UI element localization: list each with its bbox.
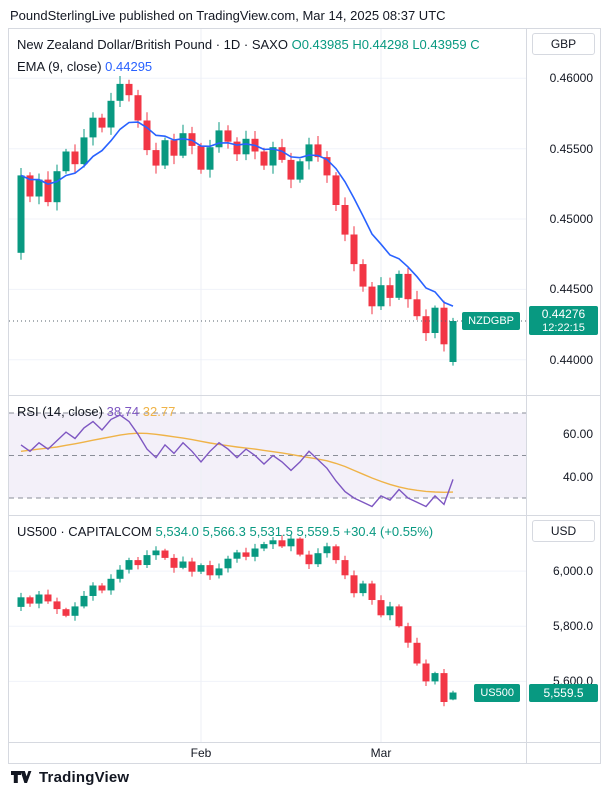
rsi-axis[interactable]: 60.00 40.00 <box>526 396 600 515</box>
price-axis-tick: 40.00 <box>562 469 593 484</box>
us500-open-value: 5,534.0 <box>155 524 199 539</box>
rsi-chart-canvas[interactable] <box>9 396 526 515</box>
us500-high-value: 5,566.3 <box>202 524 246 539</box>
currency-button-gbp[interactable]: GBP <box>532 33 595 55</box>
time-axis[interactable]: Feb Mar <box>9 742 600 763</box>
us500-close-value: 5,559.5 <box>296 524 340 539</box>
open-value: O0.43985 <box>291 37 349 52</box>
ema-label: EMA (9, close) <box>17 59 102 74</box>
price-axis-tick: 0.44000 <box>549 352 593 367</box>
price-chart-canvas[interactable] <box>9 29 526 395</box>
tradingview-brand[interactable]: TradingView <box>39 768 130 786</box>
us500-low-value: 5,531.5 <box>249 524 293 539</box>
time-axis-label: Feb <box>190 746 212 760</box>
rsi-ma-value: 32.77 <box>142 404 176 419</box>
price-axis-tick: 0.46000 <box>549 71 593 86</box>
close-label: C <box>470 37 480 52</box>
currency-button-usd[interactable]: USD <box>532 520 595 542</box>
us500-chart-panel: US500 · CAPITALCOM 5,534.0 5,566.3 5,531… <box>9 515 600 742</box>
price-axis-tick: 0.44500 <box>549 282 593 297</box>
rsi-label: RSI (14, close) <box>17 404 103 419</box>
chart-container: New Zealand Dollar/British Pound · 1D · … <box>8 28 601 764</box>
rsi-value: 38.74 <box>106 404 140 419</box>
symbol-title: New Zealand Dollar/British Pound · 1D · … <box>17 37 288 52</box>
main-chart-legend: New Zealand Dollar/British Pound · 1D · … <box>17 37 480 81</box>
price-axis-tick: 6,000.0 <box>552 564 593 579</box>
tradingview-logo-icon[interactable] <box>10 769 32 785</box>
axis-separator <box>526 743 527 763</box>
low-value: L0.43959 <box>412 37 467 52</box>
us500-price-flag: US500 <box>474 683 520 702</box>
rsi-panel: RSI (14, close) 38.74 32.77 60.00 40.00 <box>9 395 600 515</box>
time-axis-label: Mar <box>370 746 392 760</box>
rsi-legend: RSI (14, close) 38.74 32.77 <box>17 404 175 426</box>
footer: TradingView <box>0 764 609 786</box>
attribution-header: PoundSterlingLive published on TradingVi… <box>10 8 446 23</box>
us500-change-value: +30.4 (+0.55%) <box>343 524 434 539</box>
price-axis-usd[interactable]: USD 5,559.5 6,000.0 5,800.0 5,600.0 <box>526 516 600 742</box>
high-value: H0.44298 <box>352 37 409 52</box>
price-axis-tick: 0.45500 <box>549 141 593 156</box>
price-axis-tick: 60.00 <box>562 427 593 442</box>
symbol-price-flag: NZDGBP <box>462 311 520 330</box>
ema-value: 0.44295 <box>105 59 153 74</box>
main-chart-panel: New Zealand Dollar/British Pound · 1D · … <box>9 29 600 395</box>
us500-legend: US500 · CAPITALCOM 5,534.0 5,566.3 5,531… <box>17 524 433 546</box>
bar-countdown: 12:22:15 <box>542 321 585 334</box>
us500-chart-canvas[interactable] <box>9 516 526 742</box>
current-price-label: 0.44276 12:22:15 <box>529 305 598 335</box>
current-price-value: 0.44276 <box>541 306 586 321</box>
price-axis-tick: 0.45000 <box>549 212 593 227</box>
price-axis-gbp[interactable]: GBP 0.44276 12:22:15 0.46000 0.45500 0.450… <box>526 29 600 395</box>
us500-current-price-label: 5,559.5 <box>529 683 598 702</box>
price-axis-tick: 5,800.0 <box>552 619 593 634</box>
us500-symbol-title: US500 · CAPITALCOM <box>17 524 152 539</box>
